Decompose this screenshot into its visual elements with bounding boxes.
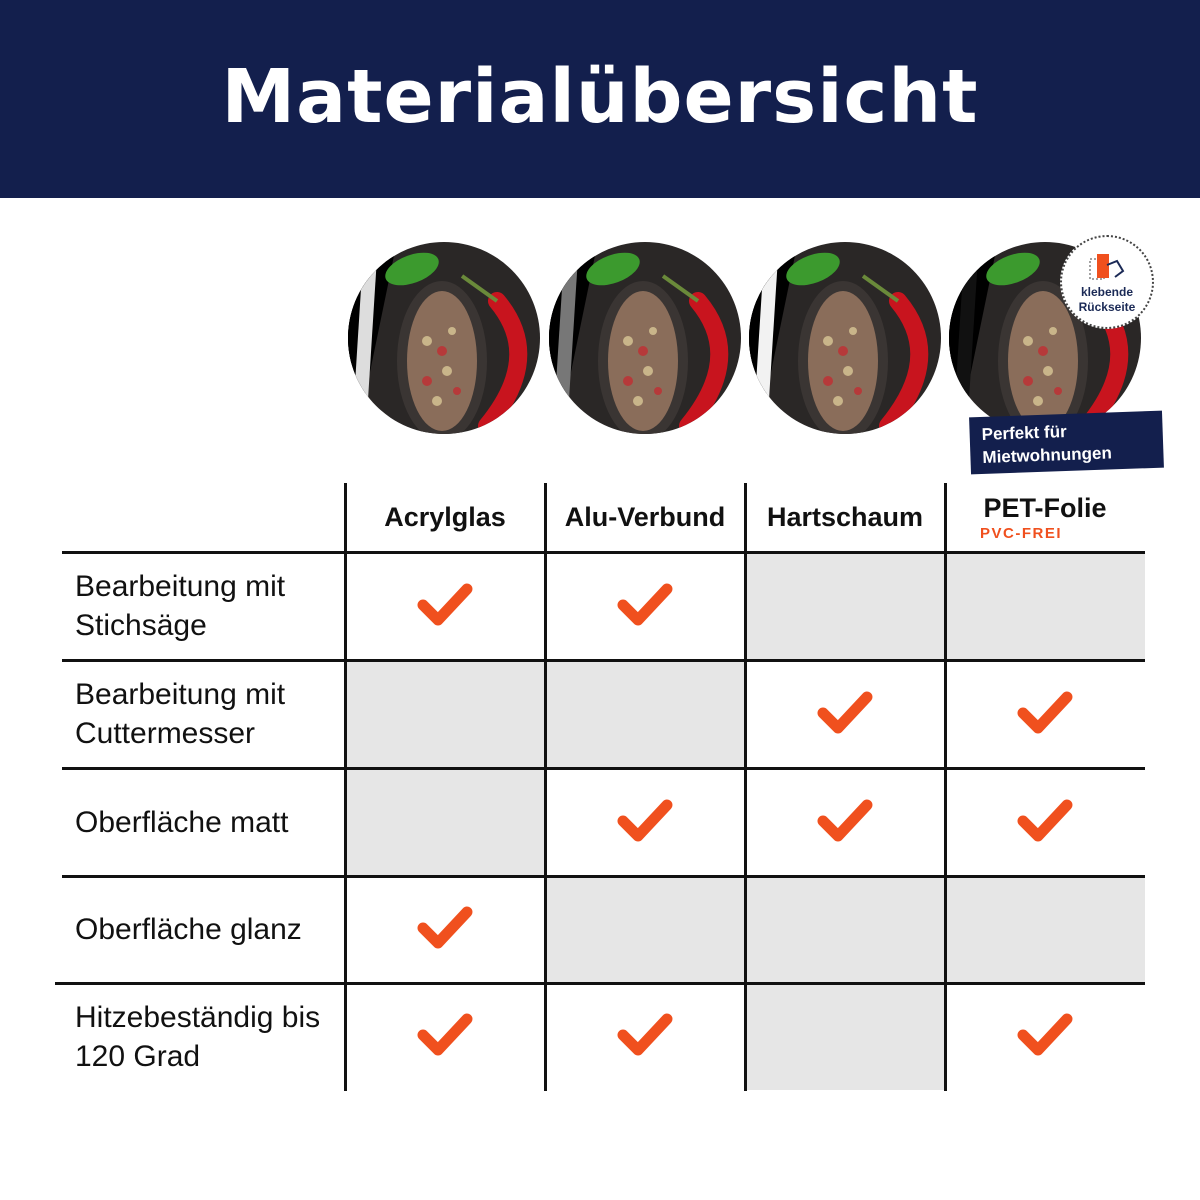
cell-supported [945, 660, 1145, 768]
cell-supported [945, 983, 1145, 1090]
material-sample-image [948, 241, 1142, 435]
banner-line2: Mietwohnungen [982, 443, 1113, 467]
check-icon [1017, 689, 1073, 740]
header-banner: Materialübersicht [0, 0, 1200, 198]
check-icon [617, 581, 673, 632]
column-divider [944, 483, 947, 1091]
row-label: Oberfläche glanz [75, 913, 302, 946]
cell-unsupported [545, 660, 745, 768]
column-label: Alu-Verbund [564, 502, 726, 532]
cell-unsupported [745, 552, 945, 660]
column-header: Acrylglas [345, 483, 545, 552]
cell-unsupported [745, 876, 945, 983]
cell-supported [945, 768, 1145, 876]
row-divider [62, 767, 1145, 770]
column-divider [344, 483, 347, 1091]
rental-banner: Perfekt für Mietwohnungen [969, 410, 1164, 475]
cell-supported [345, 983, 545, 1090]
row-divider [62, 875, 1145, 878]
cell-unsupported [945, 876, 1145, 983]
column-label: Hartschaum [766, 502, 924, 532]
cell-supported [345, 876, 545, 983]
cell-supported [345, 552, 545, 660]
cell-unsupported [345, 660, 545, 768]
column-header: Alu-Verbund [545, 483, 745, 552]
material-sample-image [748, 241, 942, 435]
check-icon [817, 689, 873, 740]
cell-unsupported [345, 768, 545, 876]
check-icon [817, 797, 873, 848]
cell-unsupported [745, 983, 945, 1090]
row-label: Oberfläche matt [75, 805, 289, 839]
check-icon [617, 1011, 673, 1062]
column-header: PET-Folie PVC-FREI [945, 483, 1145, 552]
cell-supported [545, 768, 745, 876]
check-icon [417, 581, 473, 632]
column-header: Hartschaum [745, 483, 945, 552]
cell-supported [545, 552, 745, 660]
row-divider [55, 982, 1145, 985]
row-label: Hitzebeständig bis 120 Grad [75, 1000, 321, 1073]
cell-unsupported [545, 876, 745, 983]
check-icon [617, 797, 673, 848]
check-icon [1017, 797, 1073, 848]
check-icon [1017, 1011, 1073, 1062]
check-icon [417, 904, 473, 955]
cell-supported [745, 768, 945, 876]
badge-line1: klebende [1080, 285, 1134, 299]
column-divider [544, 483, 547, 1091]
cell-supported [745, 660, 945, 768]
column-sublabel: PVC-FREI [980, 525, 1063, 542]
column-divider [744, 483, 747, 1091]
adhesive-back-icon [1089, 254, 1125, 280]
check-icon [417, 1011, 473, 1062]
row-divider [62, 551, 1145, 554]
column-label: Acrylglas [384, 502, 506, 532]
adhesive-badge: klebende Rückseite [1060, 235, 1154, 329]
material-sample-image [548, 241, 742, 435]
badge-line2: Rückseite [1078, 300, 1136, 314]
column-label: PET-Folie [983, 493, 1107, 523]
cell-unsupported [945, 552, 1145, 660]
row-label: Bearbeitung mit Stichsäge [75, 570, 286, 642]
row-label: Bearbeitung mit Cuttermesser [75, 678, 286, 750]
page-title: Materialübersicht [221, 54, 979, 140]
material-sample-image [347, 241, 541, 435]
row-divider [62, 659, 1145, 662]
cell-supported [545, 983, 745, 1090]
